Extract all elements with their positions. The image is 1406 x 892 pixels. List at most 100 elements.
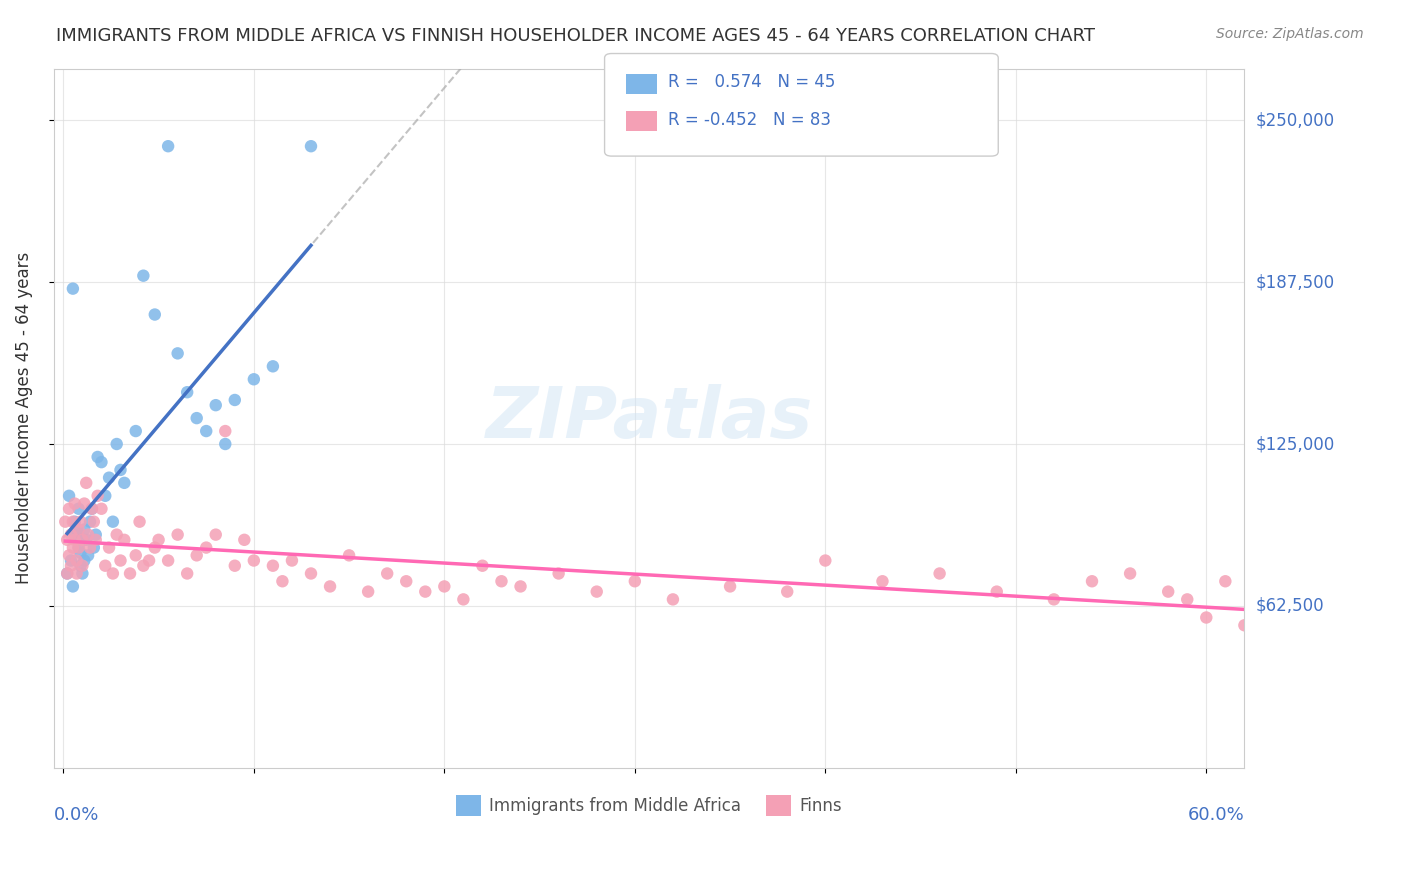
Point — [471, 558, 494, 573]
Point — [63, 527, 86, 541]
Point — [80, 501, 103, 516]
Point — [66, 533, 89, 547]
Point — [105, 527, 128, 541]
Point — [67, 541, 90, 555]
Point — [62, 282, 84, 296]
Point — [58, 489, 80, 503]
Point — [872, 574, 894, 589]
Point — [112, 533, 135, 547]
Point — [718, 579, 741, 593]
Point — [986, 584, 1008, 599]
Point — [928, 566, 950, 581]
Point — [157, 139, 180, 153]
Point — [84, 527, 107, 541]
Point — [63, 515, 86, 529]
Point — [395, 574, 418, 589]
Point — [143, 541, 166, 555]
Text: Source: ZipAtlas.com: Source: ZipAtlas.com — [1216, 27, 1364, 41]
Point — [624, 574, 647, 589]
Point — [186, 411, 208, 425]
Point — [132, 558, 155, 573]
Text: ZIPatlas: ZIPatlas — [485, 384, 813, 452]
Point — [195, 541, 218, 555]
Point — [299, 566, 322, 581]
Point — [281, 553, 304, 567]
Point — [1157, 584, 1180, 599]
Point — [75, 533, 97, 547]
Text: $125,000: $125,000 — [1256, 435, 1334, 453]
Point — [72, 533, 94, 547]
Point — [1119, 566, 1142, 581]
Point — [94, 489, 117, 503]
Point — [125, 424, 148, 438]
Point — [83, 515, 105, 529]
Point — [69, 558, 91, 573]
Point — [1081, 574, 1104, 589]
Text: R =   0.574   N = 45: R = 0.574 N = 45 — [668, 73, 835, 91]
Point — [433, 579, 456, 593]
Point — [509, 579, 531, 593]
Point — [69, 515, 91, 529]
Point — [585, 584, 607, 599]
Point — [128, 515, 150, 529]
Point — [132, 268, 155, 283]
Point — [90, 501, 112, 516]
Text: $187,500: $187,500 — [1256, 273, 1334, 291]
Point — [72, 566, 94, 581]
Text: 0.0%: 0.0% — [53, 806, 100, 824]
Point — [56, 533, 79, 547]
Point — [233, 533, 256, 547]
Point — [337, 549, 360, 563]
Point — [72, 558, 94, 573]
Point — [214, 424, 236, 438]
Point — [56, 566, 79, 581]
Point — [84, 533, 107, 547]
Point — [166, 527, 188, 541]
Point — [62, 579, 84, 593]
Point — [69, 546, 91, 560]
Point — [1175, 592, 1198, 607]
Point — [62, 541, 84, 555]
Point — [357, 584, 380, 599]
Point — [112, 475, 135, 490]
Point — [262, 359, 284, 374]
Point — [157, 553, 180, 567]
Point — [73, 553, 96, 567]
Point — [63, 533, 86, 547]
Point — [195, 424, 218, 438]
Point — [186, 549, 208, 563]
Point — [262, 558, 284, 573]
Point — [110, 463, 132, 477]
Point — [101, 566, 124, 581]
Point — [83, 541, 105, 555]
Point — [94, 558, 117, 573]
Point — [66, 523, 89, 537]
Point — [79, 515, 101, 529]
Point — [299, 139, 322, 153]
Point — [1233, 618, 1256, 632]
Point — [243, 372, 266, 386]
Point — [243, 553, 266, 567]
Point — [62, 515, 84, 529]
Point — [148, 533, 170, 547]
Point — [86, 489, 108, 503]
Point — [118, 566, 141, 581]
Point — [814, 553, 837, 567]
Point — [73, 523, 96, 537]
Point — [776, 584, 799, 599]
Point — [90, 455, 112, 469]
Point — [166, 346, 188, 360]
Point — [98, 541, 121, 555]
Point — [59, 553, 82, 567]
Point — [662, 592, 685, 607]
Point — [204, 527, 226, 541]
Point — [86, 450, 108, 464]
Text: R = -0.452   N = 83: R = -0.452 N = 83 — [668, 111, 831, 128]
Point — [110, 553, 132, 567]
Point — [53, 515, 76, 529]
Point — [1043, 592, 1066, 607]
Point — [77, 549, 100, 563]
Point — [491, 574, 513, 589]
Point — [67, 541, 90, 555]
Text: 60.0%: 60.0% — [1188, 806, 1244, 824]
